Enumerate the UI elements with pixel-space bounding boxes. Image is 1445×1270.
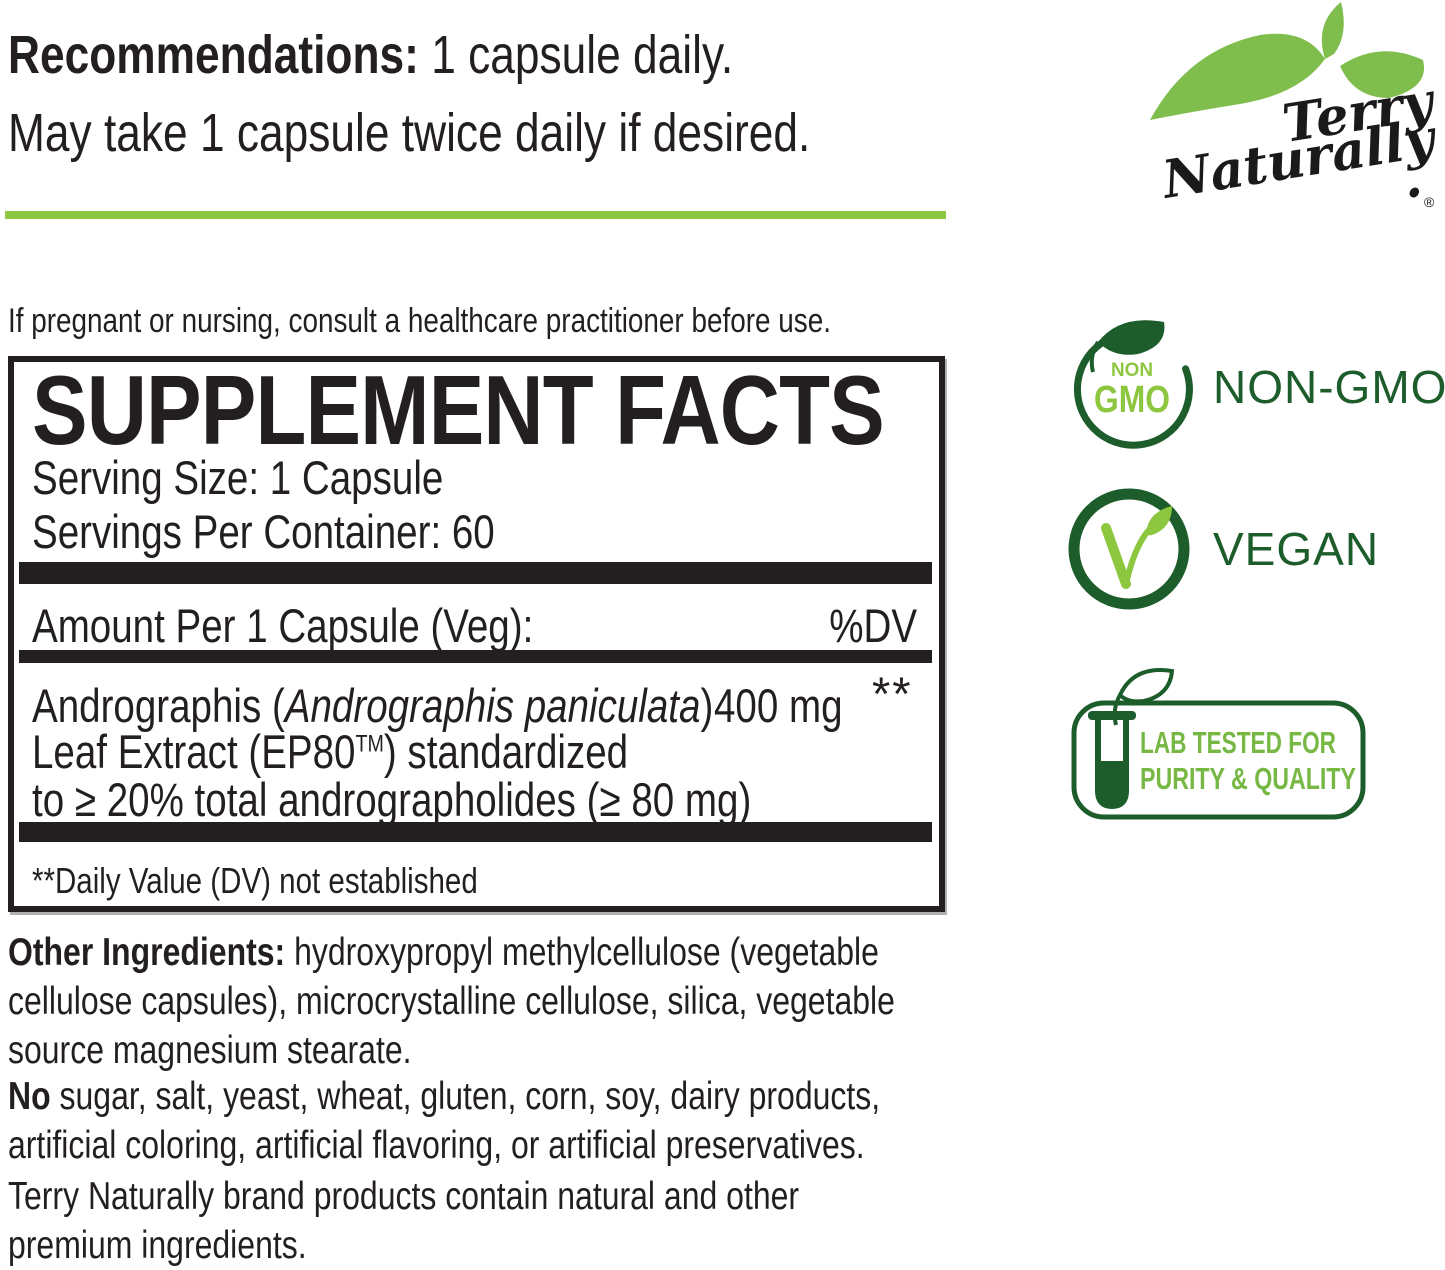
logo-small-leaf-icon <box>1340 51 1425 98</box>
non-gmo-label: NON-GMO <box>1213 361 1445 413</box>
vegan-v-right-stroke-icon <box>1123 528 1151 587</box>
free-of-line1-rest: sugar, salt, yeast, wheat, gluten, corn,… <box>50 1075 881 1118</box>
ingredient-latin-name: Andrographis paniculata <box>284 679 701 732</box>
servings-per-container-text: Servings Per Container: 60 <box>32 505 495 558</box>
ingredient-dv-asterisks: ** <box>872 667 913 720</box>
non-gmo-circle-bottom-text: GMO <box>1094 379 1170 421</box>
supplement-facts-panel: SUPPLEMENT FACTS Serving Size: 1 Capsule… <box>8 355 945 912</box>
lab-tested-border <box>1071 700 1366 820</box>
other-ingredients-line2: cellulose capsules), microcrystalline ce… <box>8 980 895 1023</box>
pregnancy-warning-text: If pregnant or nursing, consult a health… <box>8 302 831 340</box>
test-tube-rim-icon <box>1088 711 1136 720</box>
ingredient-standardized-text: ) standardized <box>383 725 629 778</box>
other-ingredients-line1: Other Ingredients: hydroxypropyl methylc… <box>8 928 879 977</box>
recommendations-text: Recommendations: 1 capsule daily. May ta… <box>8 16 986 172</box>
non-gmo-circle-top-text: NON <box>1111 360 1153 381</box>
non-gmo-leaf-icon <box>1098 320 1165 355</box>
recommendations-dose: 1 capsule daily. <box>418 25 734 85</box>
thick-rule-1 <box>19 562 932 584</box>
ingredient-name-line3: to ≥ 20% total andrographolides (≥ 80 mg… <box>32 772 909 827</box>
vegan-label: VEGAN <box>1213 523 1380 575</box>
ingredient-name-line1: Andrographis (Andrographis paniculata) <box>32 678 863 733</box>
ingredient-amount: 400 mg <box>714 678 871 733</box>
other-ingredients-lead: Other Ingredients: <box>8 931 286 974</box>
serving-size: Serving Size: 1 Capsule <box>32 450 534 505</box>
ingredient-name-prefix: Andrographis ( <box>32 679 285 732</box>
ingredient-name-line1-text: Andrographis (Andrographis paniculata) <box>32 678 713 733</box>
amount-per-capsule-header-text: Amount Per 1 Capsule (Veg): <box>32 599 534 652</box>
servings-per-container: Servings Per Container: 60 <box>32 504 596 559</box>
ingredient-name-line3-text: to ≥ 20% total andrographolides (≥ 80 mg… <box>32 773 752 826</box>
lab-tested-line2: PURITY & QUALITY <box>1140 761 1356 796</box>
trademark-superscript: TM <box>355 730 384 758</box>
thick-rule-3 <box>19 822 932 842</box>
non-gmo-leaf-stem-icon <box>1089 340 1100 373</box>
recommendations-lead: Recommendations: <box>8 25 419 85</box>
ingredient-extract-text: Leaf Extract (EP80 <box>32 725 356 778</box>
recommendations-line1: Recommendations: 1 capsule daily. <box>8 16 733 94</box>
other-ingredients-line3: source magnesium stearate. <box>8 1029 412 1072</box>
ingredient-name-line2-text: Leaf Extract (EP80TM) standardized <box>32 724 628 779</box>
other-ingredients: Other Ingredients: hydroxypropyl methylc… <box>8 928 1090 1075</box>
free-of-lead: No <box>8 1075 51 1118</box>
lab-leaf-icon <box>1117 668 1175 704</box>
recommendations-line2: May take 1 capsule twice daily if desire… <box>8 103 811 163</box>
supplement-facts-title: SUPPLEMENT FACTS <box>32 355 885 465</box>
terry-naturally-logo: Terry Naturally . ® <box>1150 2 1442 211</box>
dv-footnote: **Daily Value (DV) not established <box>32 860 576 902</box>
non-gmo-ring-icon <box>1074 329 1193 449</box>
free-of-line1: No sugar, salt, yeast, wheat, gluten, co… <box>8 1072 880 1121</box>
ingredient-name-suffix: ) <box>700 679 714 732</box>
logo-large-leaf-icon <box>1150 33 1325 120</box>
free-of-line2: artificial coloring, artificial flavorin… <box>8 1124 865 1167</box>
vegan-badge <box>1068 488 1190 610</box>
dv-column-header: %DV <box>810 598 917 653</box>
ingredient-amount-text: 400 mg <box>714 679 843 732</box>
test-tube-liquid-icon <box>1098 761 1126 806</box>
dv-footnote-text: **Daily Value (DV) not established <box>32 860 478 901</box>
brand-note: Terry Naturally brand products contain n… <box>8 1172 973 1270</box>
brand-note-line2: premium ingredients. <box>8 1224 307 1267</box>
brand-note-line1: Terry Naturally brand products contain n… <box>8 1175 800 1218</box>
lab-tested-line1: LAB TESTED FOR <box>1140 725 1336 760</box>
logo-sprout-icon <box>1321 2 1344 59</box>
serving-size-text: Serving Size: 1 Capsule <box>32 451 444 504</box>
green-divider <box>5 211 946 219</box>
pregnancy-warning: If pregnant or nursing, consult a health… <box>8 302 1012 341</box>
non-gmo-badge: NON GMO <box>1074 320 1193 449</box>
amount-per-capsule-header: Amount Per 1 Capsule (Veg): <box>32 598 643 653</box>
thick-rule-2 <box>19 650 932 663</box>
vegan-v-left-stroke-icon <box>1101 523 1131 589</box>
lab-tested-badge: LAB TESTED FOR PURITY & QUALITY <box>1071 668 1366 820</box>
dv-column-header-text: %DV <box>829 599 917 652</box>
vegan-ring-icon <box>1068 488 1190 610</box>
other-ingredients-line1-rest: hydroxypropyl methylcellulose (vegetable <box>285 931 879 974</box>
logo-registered-mark: ® <box>1424 194 1435 210</box>
free-of-statement: No sugar, salt, yeast, wheat, gluten, co… <box>8 1072 1072 1170</box>
vegan-leaf-icon <box>1146 506 1172 536</box>
ingredient-name-line2: Leaf Extract (EP80TM) standardized <box>32 724 759 779</box>
lab-leaf-stem-icon <box>1112 694 1122 726</box>
